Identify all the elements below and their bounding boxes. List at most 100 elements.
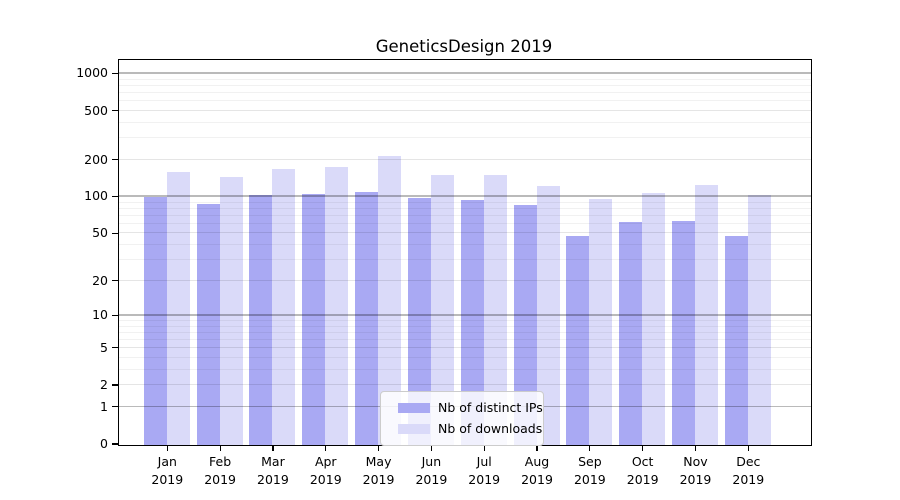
x-tick-label: May 2019 [347, 453, 411, 488]
bar-jun-downloads [430, 175, 454, 445]
x-tick-label-year: 2019 [309, 471, 342, 487]
y-tick [112, 280, 118, 282]
x-tick-label-year: 2019 [573, 471, 606, 487]
x-tick-label: Jun 2019 [399, 453, 463, 488]
minor-gridline [118, 244, 811, 246]
y-tick-label: 50 [92, 225, 108, 241]
legend-swatch [398, 423, 430, 434]
x-tick [430, 445, 432, 451]
x-tick-label-year: 2019 [415, 471, 448, 487]
x-tick [589, 445, 591, 451]
bar-jan-downloads [166, 171, 190, 445]
minor-gridline [118, 92, 811, 94]
bar-jan-ips [143, 196, 167, 445]
y-tick [112, 158, 118, 161]
x-tick-label: Aug 2019 [505, 453, 569, 488]
minor-gridline [118, 122, 811, 123]
minor-gridline [118, 325, 811, 327]
x-tick-label-month: Nov [683, 454, 708, 469]
x-tick [219, 445, 221, 451]
x-tick-label-year: 2019 [204, 471, 237, 487]
legend-item: Nb of distinct IPs [398, 397, 543, 418]
minor-gridline [118, 100, 811, 102]
y-tick [112, 384, 118, 386]
x-tick-label-month: Jul [476, 454, 492, 469]
x-tick-label-month: Dec [736, 454, 761, 469]
minor-gridline [118, 259, 811, 261]
bar-dec-downloads [747, 194, 771, 445]
y-tick [112, 109, 118, 112]
x-tick-label-month: Sep [578, 454, 602, 469]
y-tick-label: 0 [100, 436, 108, 451]
x-tick-label-month: Mar [261, 454, 285, 469]
bar-nov-ips [671, 220, 695, 445]
x-tick-label-month: Oct [631, 454, 654, 469]
bar-may-ips [355, 191, 379, 445]
bar-mar-downloads [272, 169, 296, 445]
y-tick [112, 347, 118, 349]
y-tick-label: 2 [100, 377, 108, 393]
bar-jun-ips [407, 197, 431, 445]
major-gridline [118, 72, 811, 74]
x-tick-label: Mar 2019 [241, 453, 305, 488]
minor-gridline [118, 357, 811, 359]
x-tick [536, 445, 538, 451]
minor-gridline [118, 137, 811, 139]
legend-item-label: Nb of distinct IPs [438, 400, 543, 415]
legend-swatch [398, 402, 430, 413]
minor-gridline [118, 384, 811, 386]
x-tick-label: Jul 2019 [452, 453, 516, 488]
x-tick [483, 445, 485, 451]
minor-gridline [118, 331, 811, 333]
minor-gridline [118, 158, 811, 160]
x-tick [377, 445, 380, 451]
minor-gridline [118, 78, 811, 80]
y-tick-label: 200 [84, 151, 108, 167]
x-tick-label-year: 2019 [679, 471, 712, 487]
bar-dec-ips [724, 235, 748, 445]
x-tick-label: Apr 2019 [294, 453, 358, 488]
x-tick [642, 445, 644, 451]
x-tick-label-month: Jun [421, 454, 442, 469]
minor-gridline [118, 207, 811, 209]
bar-jul-downloads [483, 175, 507, 445]
y-tick [112, 443, 118, 445]
x-tick [166, 445, 168, 451]
x-tick-label: Oct 2019 [611, 453, 675, 488]
x-tick-label-year: 2019 [151, 471, 184, 487]
minor-gridline [118, 346, 811, 348]
minor-gridline [118, 232, 811, 234]
x-tick-label: Jan 2019 [135, 453, 199, 488]
bar-aug-ips [513, 204, 537, 445]
x-tick-label-year: 2019 [521, 471, 553, 487]
bar-apr-downloads [325, 166, 349, 445]
y-tick [112, 232, 118, 234]
x-tick-label-year: 2019 [626, 471, 659, 487]
minor-gridline [118, 223, 811, 224]
y-tick [112, 406, 118, 408]
bar-may-downloads [378, 156, 402, 445]
legend-item: Nb of downloads [398, 418, 542, 439]
y-tick-label: 10 [92, 307, 108, 323]
bar-sep-ips [566, 235, 590, 445]
x-tick-label: Dec 2019 [716, 453, 780, 488]
bar-nov-downloads [694, 184, 718, 445]
x-tick [694, 445, 697, 451]
minor-gridline [118, 214, 811, 216]
x-tick-label-month: Feb [209, 454, 232, 469]
bar-oct-downloads [642, 192, 666, 445]
x-tick-label-month: May [365, 454, 392, 469]
x-tick [747, 445, 749, 451]
bar-jul-ips [460, 199, 484, 445]
x-tick-label-year: 2019 [257, 471, 289, 487]
x-tick-label: Nov 2019 [663, 453, 727, 488]
y-tick [112, 195, 118, 198]
major-gridline [118, 314, 811, 316]
major-gridline [118, 195, 811, 197]
x-tick-label-year: 2019 [362, 471, 395, 487]
minor-gridline [118, 201, 811, 203]
minor-gridline [118, 109, 811, 111]
x-tick-label-year: 2019 [732, 471, 765, 487]
chart-title: GeneticsDesign 2019 [375, 37, 553, 56]
